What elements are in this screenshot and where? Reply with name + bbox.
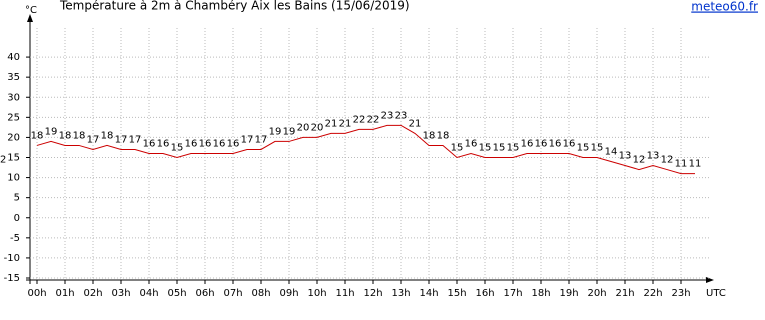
y-axis-label: °C bbox=[25, 5, 37, 16]
x-tick-label: 23h bbox=[671, 288, 690, 299]
y-tick-label: -10 bbox=[4, 253, 20, 264]
value-label: 19 bbox=[45, 126, 58, 137]
value-label: 16 bbox=[563, 138, 576, 149]
value-label: 15 bbox=[507, 143, 520, 154]
x-tick-label: 16h bbox=[475, 288, 494, 299]
value-label: 17 bbox=[241, 134, 254, 145]
value-label: 19 bbox=[283, 126, 296, 137]
x-tick-label: 13h bbox=[391, 288, 410, 299]
value-label: 22 bbox=[353, 114, 366, 125]
y-tick-label: 40 bbox=[7, 52, 20, 63]
y-tick-label: 35 bbox=[7, 72, 20, 83]
value-label: 16 bbox=[535, 138, 548, 149]
value-label: 18 bbox=[437, 130, 450, 141]
value-label: 15 bbox=[493, 143, 506, 154]
value-label: 16 bbox=[465, 138, 478, 149]
y-tick-label: 25 bbox=[7, 112, 20, 123]
value-label: 17 bbox=[255, 134, 268, 145]
x-tick-label: 22h bbox=[643, 288, 662, 299]
value-label: 20 bbox=[311, 122, 324, 133]
chart-title: Température à 2m à Chambéry Aix les Bain… bbox=[59, 0, 410, 13]
value-label: 23 bbox=[395, 110, 408, 121]
source-link[interactable]: meteo60.fr bbox=[691, 0, 758, 14]
x-tick-label: 21h bbox=[615, 288, 634, 299]
y-axis-arrow bbox=[27, 14, 33, 22]
x-tick-label: 06h bbox=[195, 288, 214, 299]
value-label: 17 bbox=[87, 134, 100, 145]
value-label: 16 bbox=[185, 138, 198, 149]
value-label: 23 bbox=[381, 110, 394, 121]
value-label: 16 bbox=[199, 138, 212, 149]
value-label: 18 bbox=[423, 130, 436, 141]
value-label: 17 bbox=[129, 134, 142, 145]
y-tick-label: 5 bbox=[14, 193, 20, 204]
x-tick-label: 05h bbox=[167, 288, 186, 299]
value-label: 16 bbox=[521, 138, 534, 149]
x-tick-label: 09h bbox=[279, 288, 298, 299]
value-label: 16 bbox=[213, 138, 226, 149]
x-tick-label: 15h bbox=[447, 288, 466, 299]
x-tick-label: 02h bbox=[83, 288, 102, 299]
y-tick-label: -15 bbox=[4, 273, 20, 284]
y-tick-label: -5 bbox=[10, 233, 20, 244]
x-axis-arrow bbox=[706, 277, 714, 283]
x-tick-label: 18h bbox=[531, 288, 550, 299]
value-label: 12 bbox=[661, 155, 674, 166]
value-label: 17 bbox=[115, 134, 128, 145]
value-label: 16 bbox=[157, 138, 170, 149]
value-label: 16 bbox=[227, 138, 240, 149]
x-tick-label: 07h bbox=[223, 288, 242, 299]
x-tick-label: 10h bbox=[307, 288, 326, 299]
value-label: 12 bbox=[633, 155, 646, 166]
x-tick-label: 20h bbox=[587, 288, 606, 299]
value-label: 18 bbox=[59, 130, 72, 141]
value-label: 15 bbox=[591, 143, 604, 154]
value-label: 21 bbox=[339, 118, 352, 129]
y-tick-label: 20 bbox=[7, 132, 20, 143]
x-tick-label: 19h bbox=[559, 288, 578, 299]
value-label: 16 bbox=[143, 138, 156, 149]
value-label: 14 bbox=[605, 147, 618, 158]
value-label: 15 bbox=[577, 143, 590, 154]
temperature-line bbox=[36, 124, 695, 175]
value-label: 16 bbox=[549, 138, 562, 149]
value-label: 20 bbox=[297, 122, 310, 133]
value-label: 13 bbox=[647, 151, 660, 162]
y-tick-label: 15 bbox=[7, 153, 20, 164]
x-tick-label: 00h bbox=[27, 288, 46, 299]
value-label: 21 bbox=[325, 118, 338, 129]
x-tick-label: 12h bbox=[363, 288, 382, 299]
value-label: 12 bbox=[0, 155, 6, 166]
x-tick-label: 14h bbox=[419, 288, 438, 299]
value-label: 22 bbox=[367, 114, 380, 125]
value-label: 18 bbox=[31, 130, 44, 141]
x-tick-label: 17h bbox=[503, 288, 522, 299]
value-label: 18 bbox=[101, 130, 114, 141]
value-label: 18 bbox=[73, 130, 86, 141]
x-tick-label: 04h bbox=[139, 288, 158, 299]
x-tick-label: 01h bbox=[55, 288, 74, 299]
x-axis-label: UTC bbox=[706, 288, 726, 299]
y-tick-label: 10 bbox=[7, 173, 20, 184]
value-label: 11 bbox=[675, 159, 688, 170]
x-tick-label: 08h bbox=[251, 288, 270, 299]
x-tick-label: 03h bbox=[111, 288, 130, 299]
value-label: 15 bbox=[479, 143, 492, 154]
value-label: 19 bbox=[269, 126, 282, 137]
value-label: 15 bbox=[451, 143, 464, 154]
value-label: 15 bbox=[171, 143, 184, 154]
y-tick-label: 0 bbox=[14, 213, 20, 224]
value-label: 21 bbox=[409, 118, 422, 129]
value-label: 11 bbox=[689, 159, 702, 170]
x-tick-label: 11h bbox=[335, 288, 354, 299]
value-label: 13 bbox=[619, 151, 632, 162]
y-tick-label: 30 bbox=[7, 92, 20, 103]
